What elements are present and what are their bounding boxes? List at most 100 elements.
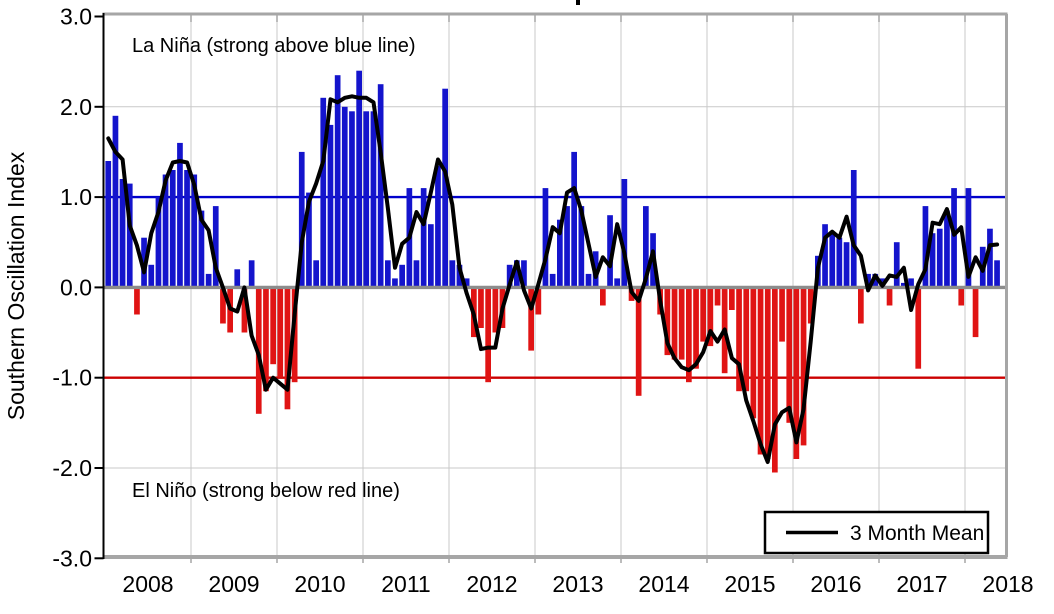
monthly-soi-bar (248, 260, 255, 288)
monthly-soi-bar (564, 206, 570, 288)
el-nino-annotation: El Niño (strong below red line) (132, 480, 400, 502)
monthly-soi-bar (241, 287, 248, 333)
monthly-soi-bar (126, 183, 133, 288)
y-tick-label: 0.0 (60, 274, 92, 300)
y-tick-label: -2.0 (52, 455, 92, 481)
monthly-soi-bar (212, 206, 219, 288)
y-tick-label: -1.0 (52, 365, 92, 391)
monthly-soi-bar (786, 287, 793, 423)
monthly-soi-bar (836, 237, 843, 288)
monthly-soi-bar (929, 233, 936, 288)
monthly-soi-bar (306, 192, 312, 288)
monthly-soi-bar (693, 287, 699, 369)
monthly-soi-bar (936, 228, 943, 288)
monthly-soi-bar (177, 142, 183, 288)
x-year-label: 2013 (552, 571, 603, 597)
monthly-soi-bar (528, 287, 534, 351)
monthly-soi-bar (313, 260, 319, 288)
monthly-soi-bar (169, 170, 176, 288)
monthly-soi-bar (886, 287, 893, 306)
monthly-soi-bar (356, 70, 362, 288)
monthly-soi-bar (478, 287, 484, 328)
monthly-soi-bar (521, 260, 527, 288)
monthly-soi-bar (901, 282, 907, 288)
monthly-soi-bar (506, 264, 513, 288)
x-year-label: 2018 (982, 571, 1033, 597)
monthly-soi-bar (234, 269, 241, 288)
monthly-soi-bar (764, 287, 771, 459)
monthly-soi-bar (435, 165, 441, 288)
monthly-soi-bar (485, 287, 491, 383)
x-year-label: 2014 (638, 571, 689, 597)
monthly-soi-bar (420, 188, 427, 288)
monthly-soi-bar (205, 273, 212, 288)
monthly-soi-bar (944, 210, 950, 288)
monthly-soi-bar (413, 260, 420, 288)
monthly-soi-bar (191, 174, 198, 288)
monthly-soi-bar (535, 287, 542, 315)
monthly-soi-bar (270, 287, 276, 365)
y-tick-label: -3.0 (52, 545, 92, 571)
monthly-soi-bar (743, 287, 750, 392)
y-axis-title: Southern Oscillation Index (3, 151, 29, 420)
monthly-soi-bar (557, 219, 563, 288)
monthly-soi-bar (951, 188, 957, 288)
monthly-soi-bar (958, 287, 965, 306)
monthly-soi-bar (428, 224, 434, 288)
la-nina-annotation: La Niña (strong above blue line) (132, 35, 416, 57)
x-year-label: 2009 (208, 571, 259, 597)
x-year-label: 2016 (810, 571, 861, 597)
monthly-soi-bar (635, 287, 642, 396)
monthly-soi-bar (893, 242, 900, 288)
monthly-soi-bar (671, 287, 678, 360)
monthly-soi-bar (327, 124, 334, 288)
monthly-soi-bar (578, 206, 585, 288)
monthly-soi-bar (514, 260, 520, 288)
monthly-soi-bar (198, 210, 205, 288)
monthly-soi-bar (334, 75, 341, 288)
monthly-soi-bar (729, 287, 735, 310)
monthly-soi-bar (779, 287, 785, 342)
monthly-soi-bar (263, 287, 269, 392)
monthly-soi-bar (736, 287, 742, 392)
y-tick-label: 2.0 (60, 94, 92, 120)
monthly-soi-bar (822, 224, 828, 288)
monthly-soi-bar (772, 287, 778, 473)
monthly-soi-bar (664, 287, 671, 356)
monthly-soi-bar (148, 264, 155, 288)
monthly-soi-bar (399, 264, 405, 288)
monthly-soi-bar (377, 84, 384, 288)
gridlines (103, 14, 1007, 557)
monthly-soi-bar (162, 174, 169, 288)
monthly-soi-bar (793, 287, 800, 459)
y-tick-label: 1.0 (60, 184, 92, 210)
monthly-soi-bar (643, 206, 649, 288)
monthly-soi-bar (872, 273, 879, 288)
three-month-mean-polyline (106, 94, 1000, 464)
monthly-soi-bar (607, 215, 613, 288)
monthly-soi-bar (972, 287, 979, 338)
three-month-mean-line (106, 94, 1000, 464)
plot-frame (94, 12, 1008, 563)
monthly-soi-bar (112, 115, 119, 288)
monthly-soi-bar (686, 287, 692, 383)
clipped-title-fragment (576, 0, 580, 5)
monthly-soi-bar (707, 287, 714, 347)
monthly-soi-bar (800, 287, 807, 446)
x-year-label: 2015 (724, 571, 775, 597)
monthly-soi-bar (456, 264, 463, 288)
monthly-soi-bar (757, 287, 764, 455)
monthly-soi-bar (392, 278, 398, 288)
monthly-soi-bar (621, 179, 628, 288)
monthly-soi-bar (600, 287, 606, 306)
monthly-soi-bar (298, 151, 305, 288)
monthly-soi-bar (155, 197, 162, 288)
monthly-soi-bar (220, 287, 226, 324)
x-year-label: 2012 (466, 571, 517, 597)
monthly-soi-bar (549, 273, 556, 288)
monthly-soi-bar (858, 287, 864, 324)
legend: 3 Month Mean (763, 510, 990, 555)
monthly-soi-bar (184, 170, 190, 288)
monthly-soi-bar (915, 287, 922, 369)
